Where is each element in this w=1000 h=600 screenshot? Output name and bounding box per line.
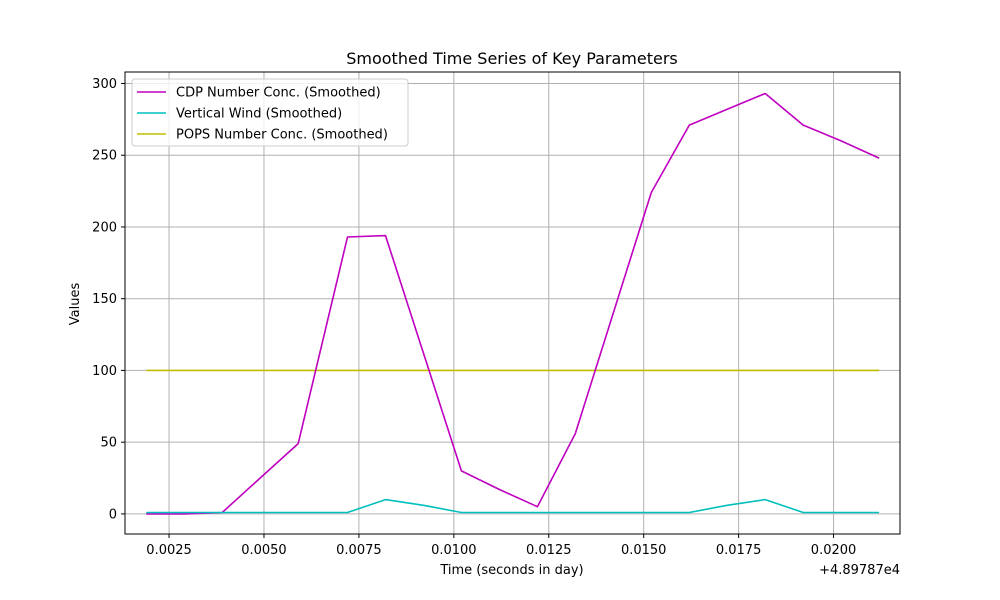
y-axis-label: Values: [68, 283, 83, 326]
y-axis-ticks: 0 50 100 150 200 250 300: [92, 77, 125, 522]
x-axis-ticks: 0.0025 0.0050 0.0075 0.0100 0.0125 0.0150 0.01…: [146, 534, 856, 558]
legend-box: [131, 78, 409, 147]
series-line-vertical-wind-smoothed: [146, 498, 880, 514]
legend-label: CDP Number Conc. (Smoothed): [176, 86, 381, 101]
x-tick-label: 0.0025: [146, 543, 192, 558]
y-tick-label: 250: [92, 149, 117, 164]
x-axis-label: Time (seconds in day): [439, 563, 583, 578]
x-tick-label: 0.0150: [621, 543, 667, 558]
legend: CDP Number Conc. (Smoothed) Vertical Wind…: [131, 78, 409, 147]
x-tick-label: 0.0125: [526, 543, 572, 558]
x-tick-label: 0.0050: [241, 543, 287, 558]
x-tick-label: 0.0100: [431, 543, 477, 558]
plot-area-frame: [124, 71, 901, 535]
y-tick-label: 150: [92, 292, 117, 307]
x-tick-label: 0.0200: [811, 543, 857, 558]
series-line-cdp-number-conc-smoothed: [146, 92, 880, 515]
plot-series: [146, 92, 880, 515]
y-tick-label: 200: [92, 220, 117, 235]
legend-label: Vertical Wind (Smoothed): [176, 107, 342, 122]
y-tick-label: 50: [100, 436, 117, 451]
x-axis-offset-label: +4.89787e4: [819, 563, 900, 578]
chart-title: Smoothed Time Series of Key Parameters: [346, 49, 678, 68]
x-tick-label: 0.0175: [716, 543, 762, 558]
legend-label: POPS Number Conc. (Smoothed): [176, 128, 388, 143]
x-tick-label: 0.0075: [336, 543, 382, 558]
y-tick-label: 300: [92, 77, 117, 92]
y-tick-label: 100: [92, 364, 117, 379]
y-tick-label: 0: [109, 507, 117, 522]
